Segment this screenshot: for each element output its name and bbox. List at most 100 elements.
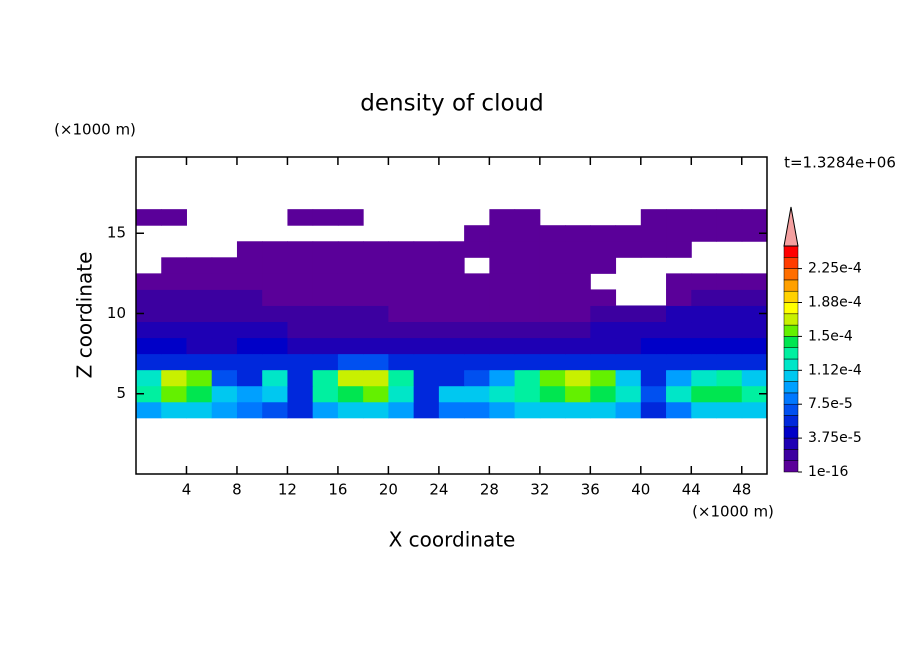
time-label: t=1.3284e+06 — [784, 154, 896, 172]
contour-cell — [337, 369, 364, 387]
contour-cell — [489, 257, 516, 274]
contour-cell — [262, 353, 288, 371]
contour-cell — [691, 321, 718, 339]
contour-cell — [691, 209, 718, 226]
contour-cell — [590, 369, 617, 387]
contour-cell — [161, 289, 187, 306]
contour-cell — [161, 385, 187, 403]
contour-cell — [741, 369, 768, 387]
contour-cell — [741, 385, 768, 403]
contour-cell — [716, 385, 743, 403]
contour-cell — [464, 385, 490, 403]
contour-cell — [464, 321, 490, 339]
contour-cell — [590, 401, 617, 419]
colorbar-band — [783, 257, 799, 269]
contour-cell — [413, 257, 440, 274]
contour-cell — [236, 305, 263, 323]
contour-cell — [161, 321, 187, 339]
contour-cell — [136, 289, 162, 306]
contour-cell — [716, 209, 743, 226]
colorbar-band — [783, 336, 799, 348]
contour-cell — [565, 353, 591, 371]
contour-cell — [489, 353, 516, 371]
contour-cell — [514, 273, 541, 290]
contour-cell — [186, 305, 213, 323]
contour-cell — [211, 273, 238, 290]
contour-cell — [438, 273, 465, 290]
contour-cell — [438, 289, 465, 306]
colorbar-band — [783, 426, 799, 439]
contour-cell — [161, 337, 187, 355]
contour-cell — [464, 273, 490, 290]
contour-cell — [539, 289, 566, 306]
colorbar-band — [783, 437, 799, 450]
colorbar-band — [783, 392, 799, 405]
contour-cell — [287, 241, 314, 258]
contour-cell — [716, 305, 743, 323]
contour-cell — [136, 369, 162, 387]
contour-cell — [388, 321, 415, 339]
contour-cell — [514, 241, 541, 258]
contour-cell — [539, 401, 566, 419]
contour-cell — [312, 305, 339, 323]
colorbar-band — [783, 460, 799, 473]
contour-cell — [741, 337, 768, 355]
contour-cell — [388, 369, 415, 387]
contour-cell — [136, 209, 162, 226]
contour-cell — [489, 337, 516, 355]
contour-cell — [312, 401, 339, 419]
contour-cell — [741, 401, 768, 419]
y-unit: (×1000 m) — [54, 121, 136, 139]
contour-cell — [691, 289, 718, 306]
x-unit: (×1000 m) — [692, 503, 774, 521]
contour-cell — [413, 337, 440, 355]
colorbar-extend — [783, 206, 799, 247]
contour-cell — [388, 273, 415, 290]
contour-cell — [363, 321, 389, 339]
contour-cell — [363, 289, 389, 306]
contour-cell — [539, 241, 566, 258]
contour-cell — [438, 337, 465, 355]
contour-cell — [312, 337, 339, 355]
contour-cell — [716, 353, 743, 371]
colorbar-band — [783, 358, 799, 371]
contour-cell — [211, 257, 238, 274]
contour-cell — [363, 337, 389, 355]
contour-cell — [388, 289, 415, 306]
contour-cell — [640, 369, 667, 387]
contour-cell — [590, 321, 617, 339]
contour-cell — [489, 241, 516, 258]
contour-cell — [464, 305, 490, 323]
contour-cell — [363, 305, 389, 323]
contour-cell — [565, 369, 591, 387]
contour-cell — [161, 257, 187, 274]
contour-cell — [136, 401, 162, 419]
contour-cell — [590, 257, 617, 274]
contour-cell — [363, 273, 389, 290]
contour-cell — [438, 305, 465, 323]
contour-cell — [590, 337, 617, 355]
contour-cell — [312, 289, 339, 306]
contour-cell — [716, 273, 743, 290]
colorbar-band — [783, 415, 799, 428]
contour-cell — [211, 337, 238, 355]
contour-cell — [590, 289, 617, 306]
contour-cell — [337, 257, 364, 274]
contour-cell — [716, 289, 743, 306]
contour-cell — [287, 273, 314, 290]
contour-cell — [236, 353, 263, 371]
contour-cell — [388, 241, 415, 258]
contour-cell — [539, 305, 566, 323]
contour-cell — [161, 305, 187, 323]
contour-cell — [615, 353, 642, 371]
contour-cell — [615, 369, 642, 387]
contour-cell — [363, 369, 389, 387]
contour-cell — [741, 353, 768, 371]
contour-cell — [489, 209, 516, 226]
contour-cell — [691, 305, 718, 323]
contour-cell — [741, 209, 768, 226]
contour-cell — [565, 225, 591, 242]
contour-cell — [413, 353, 440, 371]
contour-cell — [590, 385, 617, 403]
